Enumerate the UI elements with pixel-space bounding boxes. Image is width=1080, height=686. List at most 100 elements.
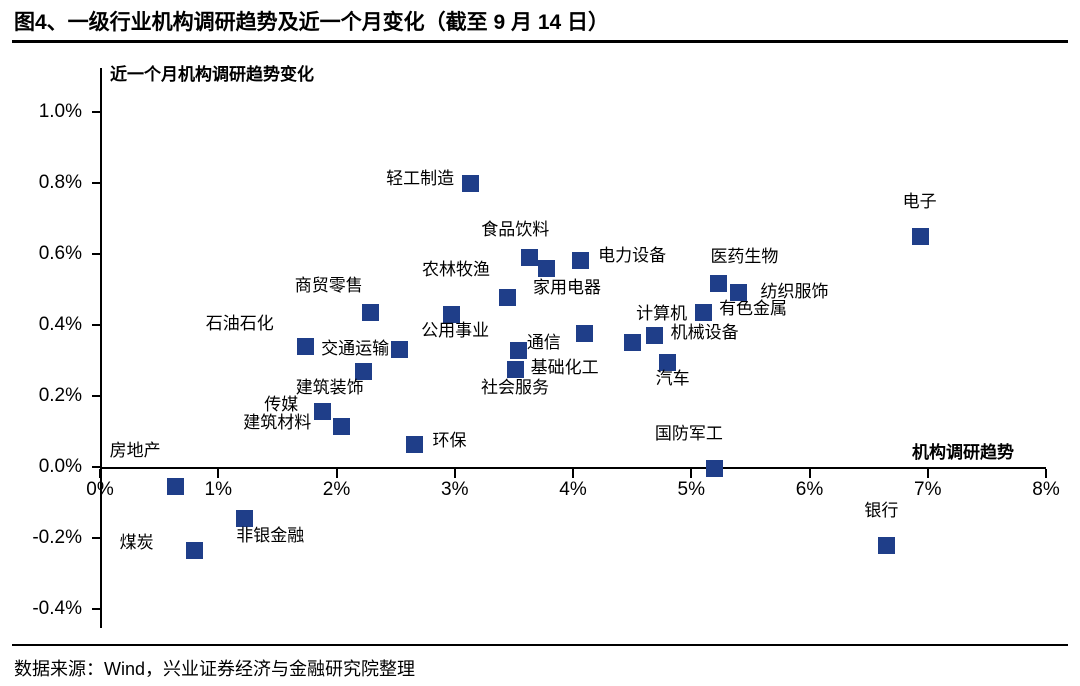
data-point-label: 建筑材料 — [243, 412, 312, 432]
x-tick-label: 6% — [795, 479, 824, 500]
data-point-label: 国防军工 — [654, 423, 723, 443]
y-tick-label: 0.6% — [38, 242, 82, 264]
data-point-label: 电子 — [902, 191, 937, 211]
x-tick-mark — [335, 469, 338, 478]
data-point-marker[interactable] — [355, 362, 373, 380]
x-tick-label: 7% — [914, 479, 942, 500]
y-tick-label: 1.0% — [38, 100, 82, 122]
x-tick-label: 2% — [322, 479, 351, 500]
data-point-marker[interactable] — [571, 251, 589, 269]
x-tick-mark — [690, 469, 693, 478]
y-tick-label: 0.4% — [38, 313, 82, 335]
data-point-marker[interactable] — [709, 275, 727, 293]
data-point-label: 传媒 — [264, 395, 299, 415]
x-tick-label: 0% — [86, 479, 114, 500]
data-point-label: 社会服务 — [481, 378, 550, 398]
data-point-marker[interactable] — [362, 303, 380, 321]
data-point-marker[interactable] — [332, 418, 350, 436]
data-point-label: 公用事业 — [421, 321, 490, 341]
data-point-marker[interactable] — [623, 334, 641, 352]
data-point-label: 农林牧渔 — [421, 260, 490, 280]
data-point-label: 环保 — [432, 430, 467, 450]
y-tick-mark — [92, 608, 101, 611]
y-tick-mark — [92, 537, 101, 540]
x-tick-label: 1% — [204, 479, 232, 500]
data-point-marker[interactable] — [506, 360, 524, 378]
data-point-marker[interactable] — [406, 436, 424, 454]
scatter-plot: 近一个月机构调研趋势变化 机构调研趋势 1.0% 0.8% 0.6% 0.4% 0.2%… — [0, 48, 1080, 640]
y-tick-label: -0.4% — [32, 598, 82, 620]
x-tick-mark — [99, 469, 101, 478]
source-note: 数据来源：Wind，兴业证券经济与金融研究院整理 — [14, 659, 416, 679]
x-tick-label: 4% — [559, 479, 587, 500]
data-point-label: 基础化工 — [530, 357, 599, 377]
data-point-label: 计算机 — [636, 303, 688, 323]
data-point-marker[interactable] — [510, 342, 528, 360]
y-tick-label: -0.2% — [32, 527, 82, 549]
y-tick-label: 0.2% — [38, 384, 82, 406]
data-point-marker[interactable] — [167, 478, 185, 496]
data-point-marker[interactable] — [297, 338, 315, 356]
x-tick-label: 5% — [677, 479, 705, 500]
y-tick-label: 0.8% — [38, 171, 82, 193]
x-axis-title: 机构调研趋势 — [912, 443, 1014, 462]
data-point-marker[interactable] — [730, 284, 748, 302]
x-tick-mark — [808, 469, 811, 478]
data-point-marker[interactable] — [461, 175, 479, 193]
data-point-marker[interactable] — [313, 402, 331, 420]
data-point-label: 商贸零售 — [294, 276, 363, 296]
data-point-label: 医药生物 — [710, 246, 779, 266]
data-point-label: 建筑装饰 — [295, 378, 364, 397]
data-point-marker[interactable] — [235, 510, 253, 528]
data-point-label: 家用电器 — [532, 277, 601, 297]
y-axis-line — [100, 68, 102, 628]
x-tick-label: 3% — [441, 479, 469, 500]
data-point-label: 房地产 — [109, 440, 161, 460]
x-tick-mark — [926, 469, 929, 478]
data-point-marker[interactable] — [877, 536, 895, 554]
page-title: 图4、一级行业机构调研趋势及近一个月变化（截至 9 月 14 日） — [14, 11, 610, 34]
data-point-label: 纺织服饰 — [760, 281, 829, 301]
y-tick-mark — [92, 252, 101, 255]
y-tick-mark — [92, 323, 101, 326]
data-point-marker[interactable] — [186, 542, 204, 560]
data-point-marker[interactable] — [520, 248, 538, 266]
data-point-marker[interactable] — [659, 353, 677, 371]
data-point-label: 电力设备 — [598, 246, 667, 266]
y-tick-mark — [92, 466, 101, 468]
footer-divider — [12, 644, 1068, 646]
y-tick-label: 0.0% — [38, 456, 82, 477]
data-point-marker[interactable] — [576, 325, 594, 343]
title-divider — [12, 40, 1068, 43]
x-tick-mark — [572, 469, 574, 478]
data-point-label: 交通运输 — [321, 338, 390, 358]
y-tick-mark — [92, 110, 101, 113]
data-point-label: 煤炭 — [119, 532, 154, 552]
data-point-marker[interactable] — [706, 460, 724, 478]
data-point-marker[interactable] — [538, 260, 556, 278]
data-point-label: 机械设备 — [670, 323, 739, 343]
data-point-label: 通信 — [526, 332, 561, 352]
data-point-label: 食品饮料 — [481, 220, 550, 240]
data-point-label: 有色金属 — [719, 299, 788, 319]
data-point-label: 汽车 — [655, 369, 690, 389]
x-axis-line — [100, 467, 1046, 469]
data-point-label: 石油石化 — [205, 313, 274, 333]
y-tick-mark — [92, 394, 101, 397]
data-point-marker[interactable] — [442, 305, 460, 323]
x-tick-mark — [217, 469, 220, 478]
data-point-label: 轻工制造 — [386, 168, 455, 188]
x-tick-mark — [1045, 469, 1047, 478]
y-tick-mark — [92, 181, 101, 184]
data-point-marker[interactable] — [390, 341, 408, 359]
y-axis-title: 近一个月机构调研趋势变化 — [110, 65, 314, 84]
data-point-marker[interactable] — [499, 288, 517, 306]
data-point-marker[interactable] — [694, 303, 712, 321]
x-tick-label: 8% — [1032, 479, 1060, 500]
x-tick-mark — [453, 469, 456, 478]
data-point-label: 银行 — [864, 501, 899, 521]
data-point-label: 非银金融 — [236, 525, 305, 545]
data-point-marker[interactable] — [646, 326, 664, 344]
data-point-marker[interactable] — [912, 228, 930, 246]
